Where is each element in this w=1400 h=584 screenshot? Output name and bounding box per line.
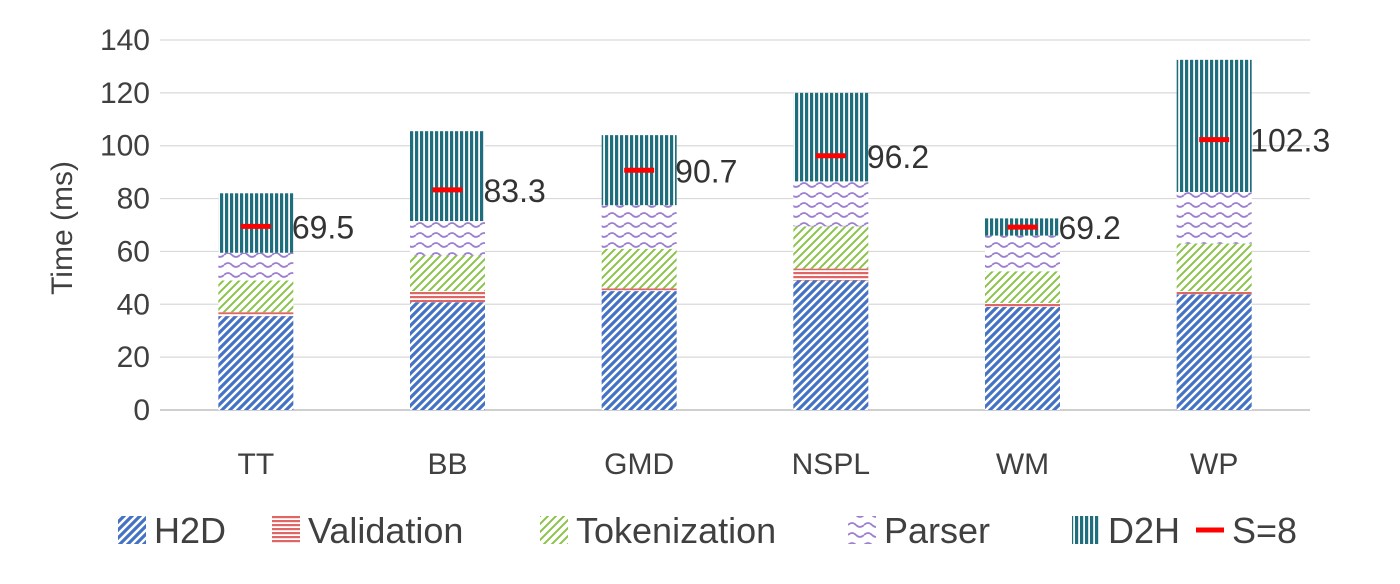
bar-wm-tokenization: [985, 271, 1060, 303]
bar-bb-tokenization: [410, 255, 485, 292]
y-axis-ticks: 0 20 40 60 80 100 120 140: [100, 24, 150, 427]
s8-markers: 69.5 83.3 90.7 96.2 69.2 102.3: [240, 123, 1330, 246]
y-tick-label: 20: [117, 341, 150, 374]
bar-nspl-h2d: [793, 280, 869, 410]
x-tick-label: TT: [238, 448, 275, 481]
legend-label: Parser: [884, 510, 990, 551]
bar-nspl-parser: [793, 181, 869, 227]
x-tick-label: WP: [1190, 448, 1238, 481]
bar-gmd-h2d: [601, 291, 677, 410]
bar-wm-h2d: [985, 306, 1060, 410]
legend-swatch: [1072, 516, 1100, 544]
legend-item-s-8: S=8: [1196, 510, 1297, 551]
x-tick-label: NSPL: [792, 448, 870, 481]
x-axis-ticks: TT BB GMD NSPL WM WP: [238, 448, 1239, 481]
bar-nspl-validation: [793, 268, 869, 281]
x-tick-label: GMD: [604, 448, 674, 481]
bar-stack-bb: [410, 131, 485, 410]
bar-gmd-parser: [601, 205, 677, 249]
y-tick-label: 120: [100, 77, 150, 110]
bar-stack-tt: [218, 193, 294, 410]
legend-label: Validation: [308, 510, 463, 551]
bar-wp-h2d: [1176, 294, 1252, 410]
bar-tt-validation: [218, 312, 294, 317]
bar-wm-validation: [985, 302, 1060, 307]
legend-swatch: [118, 516, 146, 544]
legend-label: Tokenization: [576, 510, 776, 551]
bar-stack-wm: [985, 218, 1060, 410]
y-tick-label: 40: [117, 288, 150, 321]
bar-stack-nspl: [793, 92, 869, 410]
y-tick-label: 80: [117, 183, 150, 216]
data-label-nspl: 96.2: [867, 139, 929, 175]
bar-bb-validation: [410, 291, 485, 303]
x-tick-label: BB: [427, 448, 467, 481]
legend-item-d2h: D2H: [1072, 510, 1180, 551]
gridlines: [160, 39, 1310, 411]
bars: [218, 59, 1252, 410]
bar-nspl-tokenization: [793, 226, 869, 269]
y-tick-label: 100: [100, 130, 150, 163]
legend-swatch: [272, 516, 300, 544]
bar-wp-tokenization: [1176, 243, 1252, 292]
legend-label: H2D: [154, 510, 226, 551]
bar-tt-tokenization: [218, 280, 294, 313]
bar-gmd-tokenization: [601, 248, 677, 289]
bar-stack-wp: [1176, 59, 1252, 410]
legend-label: D2H: [1108, 510, 1180, 551]
bar-wp-d2h: [1176, 59, 1252, 192]
legend-item-validation: Validation: [272, 510, 463, 551]
data-label-tt: 69.5: [292, 209, 354, 245]
bar-wp-validation: [1176, 291, 1252, 295]
legend-swatch: [848, 516, 876, 544]
bar-tt-parser: [218, 252, 294, 281]
data-label-wp: 102.3: [1250, 123, 1330, 159]
legend-swatch: [540, 516, 568, 544]
bar-nspl-d2h: [793, 92, 869, 182]
bar-wm-parser: [985, 235, 1060, 272]
legend-label: S=8: [1232, 510, 1297, 551]
legend-item-h2d: H2D: [118, 510, 226, 551]
bar-bb-d2h: [410, 131, 485, 222]
bar-stack-gmd: [601, 135, 677, 410]
y-tick-label: 60: [117, 235, 150, 268]
bar-tt-d2h: [218, 193, 294, 253]
legend: H2D Validation Tokenization Parser D2H S=8: [118, 510, 1297, 551]
bar-gmd-validation: [601, 288, 677, 292]
data-label-bb: 83.3: [484, 173, 546, 209]
data-label-wm: 69.2: [1059, 210, 1121, 246]
y-tick-label: 0: [133, 394, 150, 427]
legend-item-parser: Parser: [848, 510, 990, 551]
bar-tt-h2d: [218, 316, 294, 410]
y-axis-title: Time (ms): [46, 161, 79, 295]
bar-wp-parser: [1176, 191, 1252, 244]
legend-item-tokenization: Tokenization: [540, 510, 776, 551]
y-tick-label: 140: [100, 24, 150, 57]
data-label-gmd: 90.7: [675, 153, 737, 189]
bar-bb-parser: [410, 221, 485, 256]
x-tick-label: WM: [996, 448, 1049, 481]
bar-bb-h2d: [410, 302, 485, 410]
